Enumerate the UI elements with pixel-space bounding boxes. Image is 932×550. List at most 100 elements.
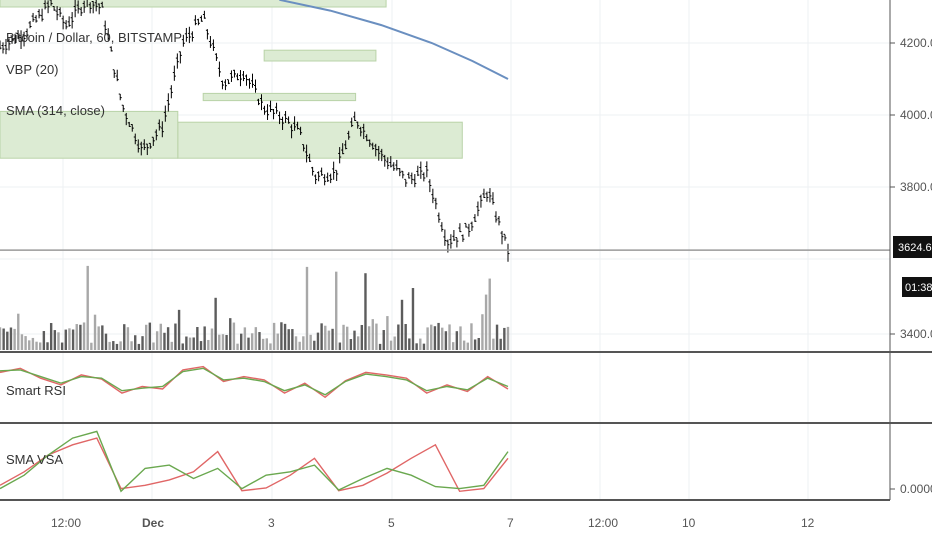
- price-bar: [64, 20, 68, 30]
- price-bar: [494, 211, 498, 223]
- price-bar: [497, 216, 501, 226]
- price-bar: [422, 172, 426, 182]
- price-bar: [73, 0, 77, 18]
- volume-bar: [408, 338, 411, 350]
- volume-bar: [316, 332, 320, 350]
- price-bar: [281, 116, 285, 130]
- price-bar: [193, 15, 197, 26]
- volume-bar: [221, 334, 225, 350]
- price-bar: [482, 188, 486, 199]
- price-bar: [223, 79, 227, 91]
- volume-bar: [9, 327, 13, 350]
- price-bar: [440, 222, 444, 232]
- volume-bar: [393, 336, 396, 350]
- y-tick-label: 3400.00: [900, 327, 932, 341]
- volume-bar: [506, 326, 510, 350]
- volume-bar: [35, 341, 38, 350]
- price-bar: [19, 30, 23, 50]
- volume-bar: [378, 343, 382, 350]
- price-bar: [263, 105, 267, 115]
- volume-bar: [433, 326, 437, 350]
- volume-bar: [455, 331, 459, 350]
- price-bar: [386, 157, 390, 170]
- volume-bar: [484, 294, 488, 350]
- indicator-line: [0, 367, 509, 396]
- volume-bar: [338, 342, 342, 350]
- volume-bar: [283, 323, 287, 350]
- volume-bar: [108, 341, 111, 350]
- x-tick-label: 12: [801, 516, 815, 530]
- volume-bar: [39, 342, 42, 350]
- volume-bar: [196, 327, 199, 350]
- volume-bar: [214, 297, 217, 350]
- volume-profile-zones: [0, 0, 463, 159]
- price-bar: [151, 136, 155, 146]
- smart-rsi-label: Smart RSI: [6, 383, 66, 398]
- price-scale[interactable]: 4200.00 4000.00 3800.00 3400.00 3624.63 …: [889, 0, 932, 500]
- price-bar: [269, 100, 273, 113]
- volume-bar: [57, 332, 60, 350]
- volume-bar: [280, 322, 283, 350]
- price-bar: [467, 223, 471, 237]
- x-tick-label: 12:00: [51, 516, 81, 530]
- price-bar: [79, 7, 83, 17]
- volume-bar: [327, 330, 331, 350]
- price-bar: [485, 191, 489, 202]
- price-bar: [335, 169, 339, 181]
- sma-vsa-pane: [0, 430, 509, 493]
- volume-bar: [503, 327, 506, 350]
- volume-bar: [430, 324, 433, 350]
- price-bar: [121, 104, 125, 112]
- price-bar: [184, 27, 188, 42]
- volume-bar: [24, 336, 27, 350]
- price-bar: [401, 170, 405, 179]
- volume-bar: [218, 334, 221, 350]
- volume-bar: [404, 324, 407, 350]
- volume-bar: [192, 337, 195, 350]
- chart-title: Bitcoin / Dollar, 60, BITSTAMP: [6, 30, 182, 45]
- price-bar: [413, 174, 417, 188]
- volume-bar: [0, 327, 2, 350]
- price-bar: [254, 79, 258, 93]
- price-bar: [353, 111, 357, 121]
- volume-bar: [166, 327, 170, 350]
- volume-bar: [477, 337, 480, 350]
- price-bar: [299, 126, 303, 136]
- x-tick-label: 10: [682, 516, 696, 530]
- countdown-label: 01:38: [905, 282, 932, 294]
- volume-bar: [441, 327, 444, 350]
- price-bar: [344, 140, 348, 150]
- price-bar: [479, 194, 483, 208]
- volume-bar: [335, 271, 338, 350]
- time-scale[interactable]: 12:00 Dec 3 5 7 12:00 10 12: [0, 499, 890, 530]
- volume-bar: [356, 336, 360, 350]
- volume-bar: [174, 323, 177, 350]
- profile-zone: [263, 49, 377, 62]
- price-bar: [374, 143, 378, 157]
- volume-bar: [155, 331, 159, 350]
- profile-zone: [0, 110, 179, 159]
- price-bar: [235, 73, 239, 81]
- volume-bar: [287, 329, 290, 350]
- volume-bar: [240, 333, 243, 350]
- price-bar: [46, 0, 50, 14]
- volume-bar: [324, 325, 327, 350]
- price-bar: [238, 70, 242, 87]
- volume-bar: [53, 330, 57, 350]
- volume-bar: [123, 324, 126, 350]
- volume-bar: [389, 340, 393, 350]
- volume-bars: [0, 265, 510, 350]
- price-bar: [124, 112, 128, 126]
- price-bar: [461, 234, 465, 242]
- price-bar: [31, 12, 35, 22]
- volume-bar: [97, 326, 100, 350]
- vsa-tick-label: 0.0000: [900, 482, 932, 496]
- volume-bar: [459, 326, 462, 350]
- volume-bar: [265, 338, 268, 350]
- price-bar: [232, 69, 236, 78]
- price-bar: [350, 117, 354, 128]
- volume-bar: [93, 314, 97, 350]
- volume-bar: [492, 338, 495, 350]
- price-bar: [202, 10, 206, 19]
